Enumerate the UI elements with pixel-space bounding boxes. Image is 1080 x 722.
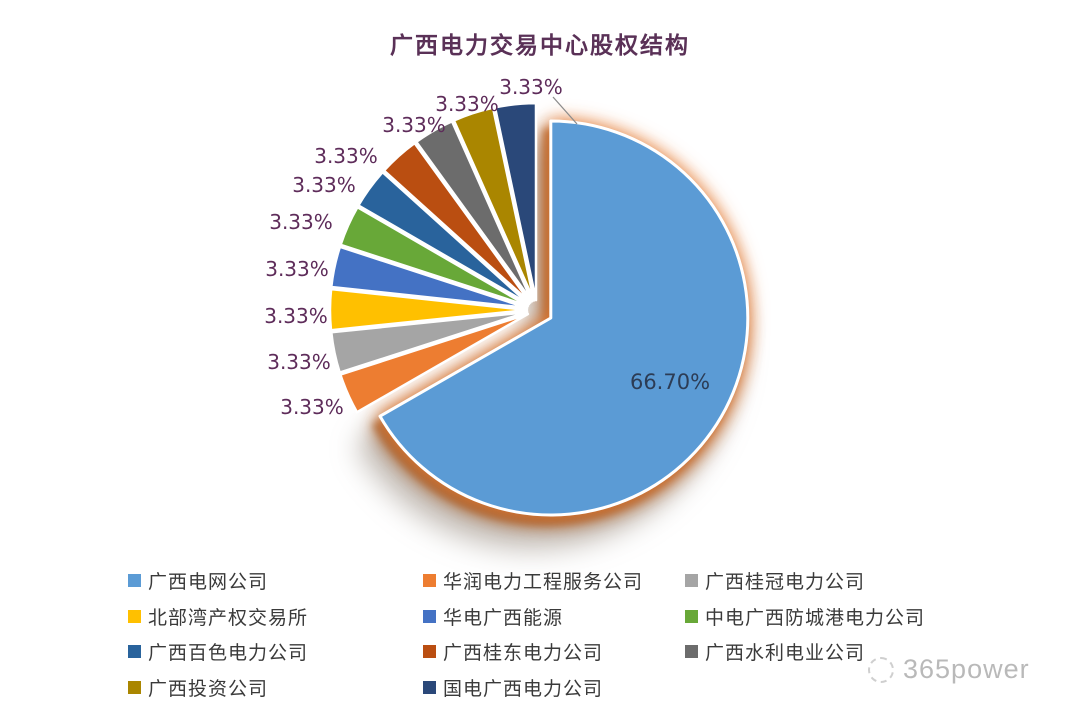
chart-title: 广西电力交易中心股权结构 — [390, 32, 690, 58]
legend-label: 广西桂冠电力公司 — [705, 572, 866, 594]
legend-label: 广西桂东电力公司 — [443, 643, 604, 665]
percent-label-2: 3.33% — [267, 350, 331, 374]
legend-item-6: 广西百色电力公司 — [128, 638, 423, 665]
pie-slice-6 — [357, 170, 531, 306]
legend-item-5: 中电广西防城港电力公司 — [685, 603, 1068, 630]
legend-item-1: 华润电力工程服务公司 — [423, 567, 685, 594]
percent-label-1: 3.33% — [280, 395, 344, 419]
percent-label-3: 3.33% — [264, 304, 328, 328]
pie-slice-0 — [378, 119, 750, 517]
legend-item-4: 华电广西能源 — [423, 603, 685, 630]
watermark-logo-icon — [868, 656, 894, 683]
legend-label: 华润电力工程服务公司 — [443, 572, 644, 594]
pie-slice-3 — [328, 287, 529, 332]
pie-slice-1 — [339, 312, 530, 414]
percent-label-9: 3.33% — [435, 92, 499, 116]
percent-label-10: 3.33% — [499, 75, 563, 99]
percent-label-4: 3.33% — [265, 257, 329, 281]
legend-marker-icon — [685, 609, 698, 623]
pie-slice-5 — [339, 205, 530, 308]
pie-slice-10 — [493, 101, 538, 302]
watermark: 365power — [868, 654, 1030, 685]
percent-label-6: 3.33% — [292, 173, 356, 197]
legend-marker-icon — [423, 574, 436, 588]
legend-item-7: 广西桂东电力公司 — [423, 638, 685, 665]
legend-label: 广西水利电业公司 — [705, 643, 866, 665]
legend-item-0: 广西电网公司 — [128, 567, 423, 594]
pie-slice-4 — [330, 245, 529, 310]
pie-slice-7 — [382, 141, 532, 304]
percent-label-8: 3.33% — [382, 113, 446, 137]
legend-marker-icon — [128, 574, 141, 588]
pie-slice-2 — [330, 310, 529, 374]
legend-label: 广西投资公司 — [148, 678, 269, 700]
legend-item-9: 广西投资公司 — [128, 674, 423, 701]
pie-slice-8 — [415, 120, 534, 303]
legend-item-2: 广西桂冠电力公司 — [685, 567, 1068, 594]
legend-label: 华电广西能源 — [443, 607, 564, 629]
legend-item-8: 广西水利电业公司 — [685, 638, 1068, 665]
legend-label: 北部湾产权交易所 — [148, 607, 309, 629]
legend-marker-icon — [128, 645, 141, 659]
legend-marker-icon — [423, 680, 436, 694]
legend-item-10: 国电广西电力公司 — [423, 674, 685, 701]
percent-label-7: 3.33% — [314, 144, 378, 168]
label-leader-line — [552, 96, 578, 125]
percent-label-0: 66.70% — [629, 370, 711, 394]
percent-label-5: 3.33% — [269, 210, 333, 234]
legend-label: 广西电网公司 — [148, 572, 269, 594]
watermark-text: 365power — [903, 654, 1030, 684]
legend-marker-icon — [423, 609, 436, 623]
legend-marker-icon — [423, 645, 436, 659]
legend-marker-icon — [685, 645, 698, 659]
legend-label: 国电广西电力公司 — [443, 678, 604, 700]
legend-marker-icon — [128, 680, 141, 694]
pie-slice-9 — [452, 106, 536, 302]
chart-legend: 广西电网公司 华润电力工程服务公司 广西桂冠电力公司北部湾产权交易所 华电广西能源 中电… — [128, 563, 1068, 705]
legend-label: 广西百色电力公司 — [148, 643, 309, 665]
legend-marker-icon — [685, 574, 698, 588]
legend-label: 中电广西防城港电力公司 — [705, 607, 926, 629]
legend-item-3: 北部湾产权交易所 — [128, 603, 423, 630]
legend-marker-icon — [128, 609, 141, 623]
